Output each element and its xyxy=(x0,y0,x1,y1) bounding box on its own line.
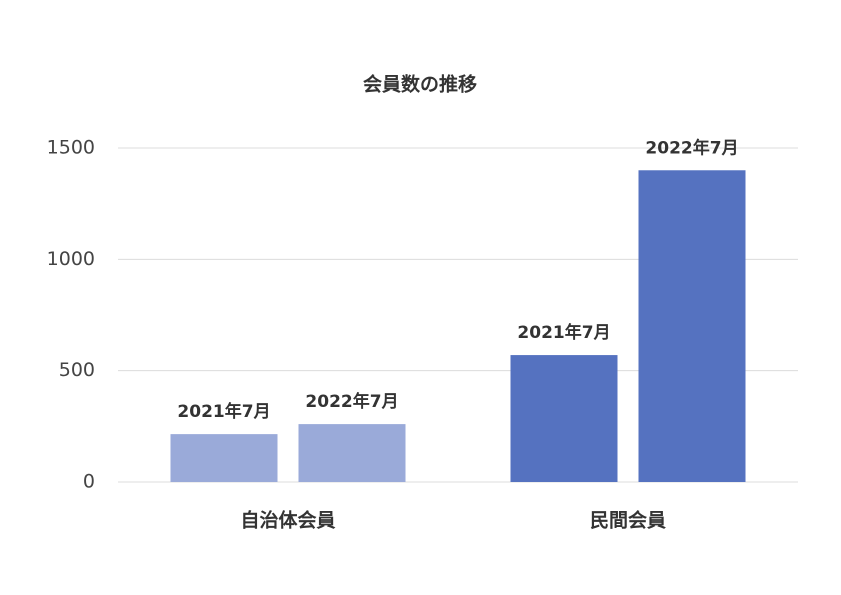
y-tick-label: 500 xyxy=(59,359,95,381)
x-tick-label: 自治体会員 xyxy=(240,509,335,532)
bar-label: 2022年7月 xyxy=(645,137,738,158)
bar-label: 2022年7月 xyxy=(305,391,398,412)
y-tick-label: 0 xyxy=(83,471,95,493)
bar-label: 2021年7月 xyxy=(517,322,610,343)
bar-label: 2021年7月 xyxy=(177,401,270,422)
bar xyxy=(170,434,278,482)
y-tick-label: 1500 xyxy=(47,137,95,159)
chart-title: 会員数の推移 xyxy=(363,73,477,96)
x-tick-label: 民間会員 xyxy=(590,509,666,532)
y-tick-label: 1000 xyxy=(47,248,95,270)
bar xyxy=(298,424,406,482)
bar xyxy=(638,170,746,482)
bar xyxy=(510,355,618,482)
